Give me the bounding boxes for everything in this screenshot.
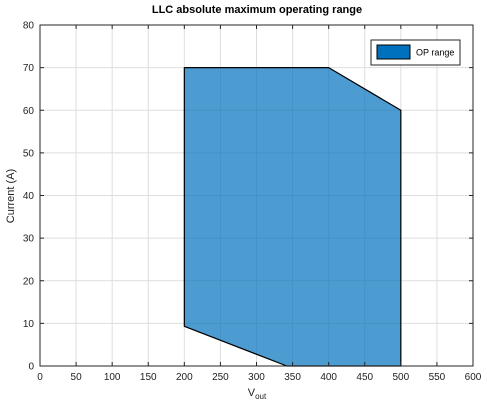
x-tick-label: 400	[320, 372, 337, 383]
chart-title: LLC absolute maximum operating range	[152, 4, 362, 16]
x-tick-label: 600	[465, 372, 482, 383]
ticks: 0 50 100 150 200 250 300 350 400 450 500 550 600 0 10 2…	[23, 21, 482, 384]
x-tick-label: 350	[284, 372, 301, 383]
y-tick-label: 60	[23, 106, 35, 117]
y-tick-label: 20	[23, 276, 35, 287]
series-area	[183, 67, 402, 367]
y-tick-label: 80	[23, 21, 35, 32]
data-layer	[183, 67, 402, 367]
x-tick-label: 0	[37, 372, 43, 383]
x-tick-label: 450	[356, 372, 373, 383]
legend-label: OP range	[416, 48, 454, 58]
x-tick-label: 250	[212, 372, 229, 383]
y-tick-label: 10	[23, 319, 35, 330]
y-tick-label: 0	[28, 362, 34, 373]
x-axis-label: Vout	[248, 387, 267, 401]
legend: OP range	[370, 39, 461, 66]
y-tick-label: 30	[23, 234, 35, 245]
x-tick-label: 200	[176, 372, 193, 383]
x-tick-label: 150	[140, 372, 157, 383]
x-tick-label: 50	[71, 372, 83, 383]
y-tick-label: 40	[23, 191, 35, 202]
x-tick-label: 500	[392, 372, 409, 383]
x-axis-label-base: V	[248, 387, 256, 399]
y-tick-label: 70	[23, 63, 35, 74]
y-tick-label: 50	[23, 148, 35, 159]
x-tick-label: 550	[429, 372, 446, 383]
x-tick-label: 300	[248, 372, 265, 383]
x-tick-label: 100	[104, 372, 121, 383]
x-axis-label-sub: out	[255, 392, 267, 401]
legend-swatch	[376, 44, 411, 60]
y-axis-label: Current (A)	[5, 169, 17, 223]
